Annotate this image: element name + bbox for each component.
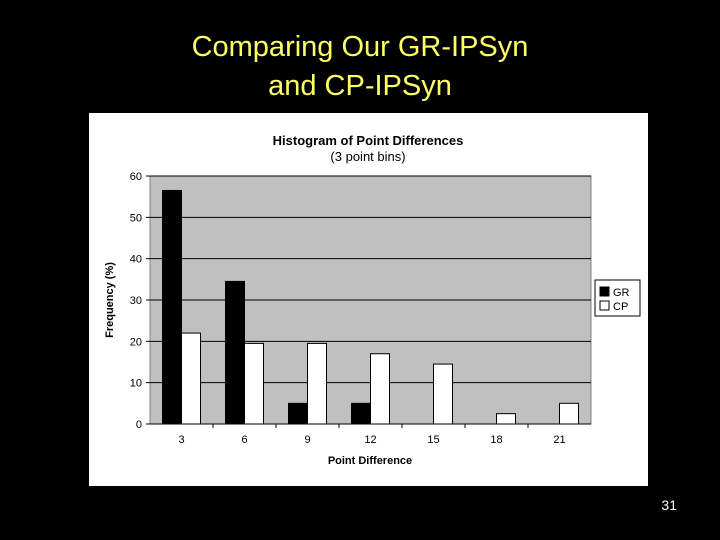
bars (150, 189, 591, 425)
x-tick-label: 9 (304, 434, 310, 446)
y-tick-labels: 0 10 20 30 40 50 60 (130, 171, 142, 431)
y-tick-label: 40 (130, 254, 142, 266)
legend-swatch-cp (599, 300, 610, 311)
chart-panel: Histogram of Point Differences (3 point … (89, 113, 648, 486)
slide-title-line-1: Comparing Our GR-IPSyn (191, 31, 529, 63)
bar-gr-3 (162, 189, 182, 425)
gridlines (146, 175, 591, 425)
chart-subtitle: (3 point bins) (330, 149, 405, 164)
bar-cp-12 (370, 353, 390, 425)
bar-cp-3 (181, 332, 201, 425)
x-tick-label: 6 (241, 434, 247, 446)
legend-label-gr: GR (613, 287, 630, 299)
chart-title: Histogram of Point Differences (273, 133, 464, 148)
y-tick-label: 60 (130, 171, 142, 183)
bar-gr-12 (351, 402, 371, 425)
x-tick-label: 12 (364, 434, 376, 446)
y-tick-label: 20 (130, 336, 142, 348)
legend-swatch-gr (599, 286, 610, 297)
bar-cp-9 (307, 342, 327, 425)
x-tick-label: 18 (490, 434, 502, 446)
page-number: 31 (661, 497, 677, 513)
slide-title: Comparing Our GR-IPSyn and CP-IPSyn (0, 28, 720, 106)
histogram-chart: Histogram of Point Differences (3 point … (104, 133, 641, 467)
legend-label-cp: CP (613, 301, 628, 313)
bar-cp-21 (559, 402, 579, 425)
legend: GR CP (594, 279, 641, 317)
bar-cp-6 (244, 342, 264, 425)
x-tick-label: 3 (178, 434, 184, 446)
y-tick-label: 10 (130, 378, 142, 390)
bar-gr-6 (225, 280, 245, 425)
bar-gr-9 (288, 402, 308, 425)
x-axis-label: Point Difference (328, 455, 412, 467)
y-tick-label: 30 (130, 295, 142, 307)
slide-title-line-2: and CP-IPSyn (268, 70, 452, 102)
y-tick-label: 0 (136, 419, 142, 431)
x-tick-labels: 3 6 9 12 15 18 21 (178, 424, 566, 446)
x-tick-label: 15 (427, 434, 439, 446)
y-axis-label: Frequency (%) (104, 262, 116, 338)
x-tick-label: 21 (553, 434, 565, 446)
bar-cp-18 (496, 413, 516, 425)
y-tick-label: 50 (130, 212, 142, 224)
bar-cp-15 (433, 363, 453, 425)
